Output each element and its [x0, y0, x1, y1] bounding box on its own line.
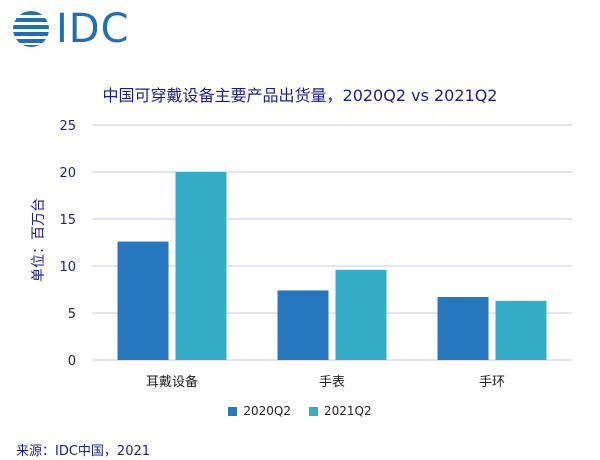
legend: 2020Q2 2021Q2	[0, 404, 600, 418]
bar-2020q2	[117, 241, 169, 360]
y-tick-label: 20	[59, 166, 76, 181]
bar-2020q2	[437, 297, 489, 360]
legend-label: 2020Q2	[243, 404, 291, 418]
bar-2021q2	[335, 269, 387, 360]
bar-2021q2	[175, 172, 227, 360]
y-tick-label: 0	[68, 354, 76, 369]
logo-text: IDC	[56, 6, 130, 52]
chart-title: 中国可穿戴设备主要产品出货量，2020Q2 vs 2021Q2	[102, 86, 498, 105]
legend-item-2020q2: 2020Q2	[228, 404, 291, 418]
legend-label: 2021Q2	[324, 404, 372, 418]
y-tick-label: 15	[59, 213, 76, 228]
y-tick-label: 10	[59, 260, 76, 275]
source-note: 来源：IDC中国，2021	[16, 444, 151, 459]
globe-icon	[13, 11, 49, 47]
idc-logo: IDC	[12, 8, 130, 50]
y-axis-label: 单位：百万台	[31, 198, 47, 282]
x-tick-label: 耳戴设备	[146, 374, 198, 390]
bar-2021q2	[495, 300, 547, 360]
y-tick-label: 5	[68, 307, 76, 322]
legend-swatch	[309, 406, 318, 416]
bar-2020q2	[277, 290, 329, 360]
legend-item-2021q2: 2021Q2	[309, 404, 372, 418]
x-tick-label: 手表	[319, 375, 345, 390]
x-tick-label: 手环	[479, 375, 505, 390]
legend-swatch	[228, 406, 238, 416]
y-tick-label: 25	[59, 119, 76, 134]
